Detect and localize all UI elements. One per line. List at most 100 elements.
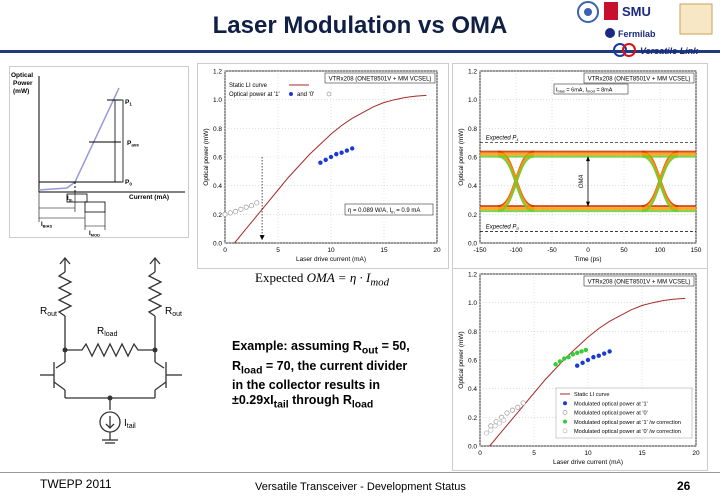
li-ylabel-1: Optical xyxy=(11,72,33,79)
page-number: 26 xyxy=(677,479,691,493)
li-p1-label: P1 xyxy=(125,99,132,107)
y-tick-label: 0.2 xyxy=(468,415,477,422)
x-tick-label: 20 xyxy=(692,450,700,457)
legend-entry: Modulated optical power at '0' /w correc… xyxy=(574,429,681,435)
point-mod-0-corrected xyxy=(501,417,507,423)
point-power-1 xyxy=(350,146,355,151)
rout-right-resistor xyxy=(147,271,163,317)
point-mod-1-corrected xyxy=(575,350,580,356)
y-tick-label: 0.8 xyxy=(468,126,477,133)
point-mod-1 xyxy=(591,354,596,360)
li-p0-label: P0 xyxy=(125,179,132,187)
legend-static-li: Static LI curve xyxy=(229,83,268,89)
y-tick-label: 0.4 xyxy=(213,183,222,190)
expected-p0-text: Expected P xyxy=(486,225,517,231)
legend-marker xyxy=(563,419,567,424)
point-mod-1 xyxy=(596,353,601,358)
y-tick-label: 0.8 xyxy=(468,329,477,336)
rout-left-label: Rout xyxy=(40,306,57,318)
subtitle-part: bias xyxy=(558,89,565,94)
x-tick-label: -100 xyxy=(509,247,522,254)
point-mod-0 xyxy=(515,404,521,410)
legend-entry: Modulated optical power at '1' xyxy=(574,401,648,407)
point-mod-1-corrected xyxy=(566,354,571,360)
expected-p1-sub: 1 xyxy=(516,137,518,142)
x-tick-label: 15 xyxy=(638,450,646,457)
x-axis-label: Laser drive current (mA) xyxy=(296,256,366,263)
rload-resistor xyxy=(65,342,155,358)
y-tick-label: 0.6 xyxy=(468,358,477,365)
example-text: Example: assuming Rout = 50, Rload = 70,… xyxy=(232,339,410,411)
chart-subtitle: Ibias = 6mA, Imod = 8mA xyxy=(556,88,613,94)
chart-title-box xyxy=(583,72,695,84)
li-ylabel-2: Power xyxy=(13,80,33,87)
x-tick-label: 0 xyxy=(586,247,590,254)
page-title: Laser Modulation vs OMA xyxy=(212,12,508,39)
smu-label: SMU xyxy=(622,4,651,19)
y-tick-label: 0.0 xyxy=(213,241,222,248)
li-xlabel: Current (mA) xyxy=(129,194,169,201)
rout-left-resistor xyxy=(57,271,73,317)
x-tick-label: 0 xyxy=(223,247,227,254)
legend-marker xyxy=(563,401,567,406)
oma-formula: Expected OMA = η · Imod xyxy=(255,270,390,289)
x-tick-label: 5 xyxy=(532,450,536,457)
point-mod-1 xyxy=(607,349,612,354)
static-li-curve-line xyxy=(489,297,686,447)
expected-p0-sub: 0 xyxy=(516,226,519,231)
point-mod-1-corrected xyxy=(553,362,558,367)
smu-shield-icon xyxy=(604,2,618,20)
x-tick-label: 0 xyxy=(478,450,482,457)
y-tick-label: 0.2 xyxy=(213,212,222,219)
eye-crossing-trace xyxy=(641,155,679,213)
legend-power-0-marker xyxy=(326,91,332,97)
annotation-box xyxy=(344,203,434,216)
x-tick-label: 10 xyxy=(584,450,592,457)
point-mod-0-corrected xyxy=(492,423,498,429)
li-ibias-label: IBIAS xyxy=(41,222,53,229)
point-power-1 xyxy=(339,150,344,155)
point-power-1 xyxy=(318,160,323,165)
y-tick-label: 0.0 xyxy=(468,444,477,451)
y-axis-label: Optical power (mW) xyxy=(203,128,210,185)
oma-arrow-head-bottom xyxy=(586,201,590,207)
y-tick-label: 1.0 xyxy=(213,97,222,104)
y-tick-label: 0.0 xyxy=(468,241,477,248)
rload-label: Rload xyxy=(97,326,118,338)
li-curve-chart: 0.0 0.2 0.4 0.6 0.8 1.0 1.2 0 5 10 15 20 Laser drive… xyxy=(197,63,449,269)
x-tick-label: 10 xyxy=(327,247,335,254)
x-tick-label: 20 xyxy=(433,247,441,254)
y-tick-label: 0.2 xyxy=(468,212,477,219)
chart-title: VTRx208 (ONET8501V + MM VCSEL) xyxy=(588,280,691,286)
x-tick-label: 15 xyxy=(380,247,388,254)
point-mod-0 xyxy=(488,423,494,429)
li-schematic-diagram: Optical Power (mW) P1 Pave P0 Current (m… xyxy=(9,66,189,238)
legend-entry: Static LI curve xyxy=(574,392,609,398)
legend-entry: Modulated optical power at '1' /w correc… xyxy=(574,420,681,426)
y-tick-label: 1.0 xyxy=(468,300,477,307)
oma-arrow-head-top xyxy=(586,156,590,162)
legend-box xyxy=(555,387,693,439)
li-curve xyxy=(38,87,120,191)
expected-p0-label: Expected P0 xyxy=(486,225,520,232)
drive-marker-arrow xyxy=(259,235,265,241)
y-tick-label: 0.8 xyxy=(213,126,222,133)
point-mod-1-corrected xyxy=(579,349,584,354)
cern-logo-icon xyxy=(577,1,599,23)
x-tick-label: 100 xyxy=(655,247,666,254)
y-tick-label: 0.4 xyxy=(468,183,477,190)
legend-marker xyxy=(562,410,568,415)
point-mod-1-corrected xyxy=(570,352,576,357)
expected-p1-label: Expected P1 xyxy=(486,136,519,143)
footer-divider xyxy=(0,472,720,473)
li-ith-label: Ith xyxy=(67,196,73,203)
annotation-part: η = 0.089 W/A, I xyxy=(348,208,392,214)
point-power-1 xyxy=(334,151,339,157)
x-axis-label: Time (ps) xyxy=(574,256,601,263)
li-pave-label: Pave xyxy=(127,140,139,148)
fermilab-label: Fermilab xyxy=(618,29,656,39)
chart-title: VTRx208 (ONET8501V + MM VCSEL) xyxy=(588,77,691,83)
y-axis-label: Optical power (mW) xyxy=(458,331,465,388)
chart-title: VTRx208 (ONET8501V + MM VCSEL) xyxy=(329,77,432,83)
point-power-0 xyxy=(227,210,233,216)
